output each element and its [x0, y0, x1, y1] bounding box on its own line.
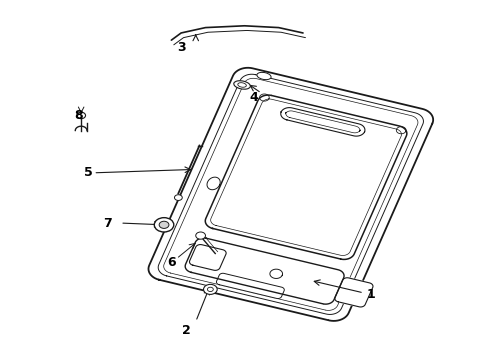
- Circle shape: [159, 221, 168, 228]
- Polygon shape: [280, 108, 364, 136]
- Polygon shape: [334, 278, 372, 307]
- Circle shape: [174, 195, 182, 201]
- Circle shape: [154, 218, 173, 232]
- Polygon shape: [205, 95, 406, 260]
- Circle shape: [77, 112, 85, 119]
- Text: 4: 4: [249, 91, 258, 104]
- Text: 8: 8: [74, 109, 83, 122]
- Ellipse shape: [237, 83, 246, 87]
- Text: 5: 5: [84, 166, 93, 179]
- Polygon shape: [216, 273, 284, 298]
- Text: 3: 3: [177, 41, 185, 54]
- Ellipse shape: [233, 81, 250, 89]
- Circle shape: [195, 232, 205, 239]
- Circle shape: [207, 287, 213, 292]
- Polygon shape: [148, 68, 432, 321]
- Circle shape: [203, 284, 217, 294]
- Text: 2: 2: [181, 324, 190, 337]
- Text: 7: 7: [103, 216, 112, 230]
- Polygon shape: [185, 238, 344, 304]
- Text: 1: 1: [366, 288, 375, 301]
- Ellipse shape: [256, 72, 270, 80]
- Text: 6: 6: [167, 256, 175, 269]
